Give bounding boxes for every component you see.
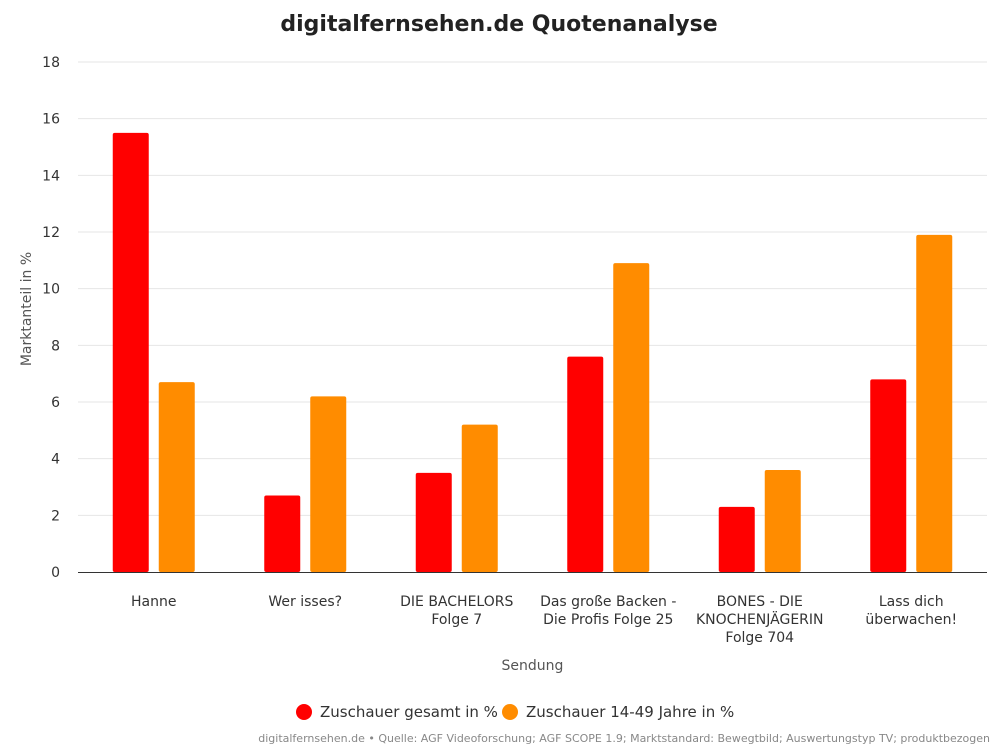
legend-item-gesamt[interactable]: Zuschauer gesamt in % [296, 703, 498, 721]
y-tick-label: 2 [51, 508, 60, 524]
credits-text: digitalfernsehen.de • Quelle: AGF Videof… [258, 732, 990, 745]
x-category-label-line: Folge 704 [725, 630, 794, 646]
y-tick-label: 4 [51, 452, 60, 468]
legend: Zuschauer gesamt in % Zuschauer 14-49 Jah… [296, 703, 734, 721]
legend-item-14-49[interactable]: Zuschauer 14-49 Jahre in % [502, 703, 734, 721]
bar-14-49-4[interactable] [764, 470, 801, 572]
x-category-label-line: Folge 7 [431, 612, 482, 628]
bar-gesamt-3[interactable] [567, 356, 604, 572]
y-tick-label: 6 [51, 395, 60, 411]
bar-14-49-2[interactable] [461, 424, 498, 572]
x-category-label: Lass dich überwachen! [865, 594, 957, 628]
y-tick-label: 14 [42, 168, 60, 184]
x-category-label-line: Wer isses? [268, 594, 342, 610]
bar-gesamt-4[interactable] [718, 506, 755, 572]
x-category-label-line: DIE BACHELORS [400, 594, 513, 610]
y-tick-label: 8 [51, 338, 60, 354]
y-tick-label: 12 [42, 225, 60, 241]
legend-label: Zuschauer gesamt in % [320, 703, 498, 721]
x-category-label-line: Das große Backen - [540, 594, 676, 610]
x-category-label-line: Die Profis Folge 25 [543, 612, 673, 628]
x-category-label-line: KNOCHENJÄGERIN [696, 610, 824, 628]
bars [112, 132, 953, 573]
y-tick-label: 10 [42, 282, 60, 298]
y-axis-tick-labels: 0 2 4 6 8 10 12 14 16 18 [42, 55, 60, 581]
bar-gesamt-5[interactable] [870, 379, 907, 572]
y-tick-label: 18 [42, 55, 60, 71]
legend-swatch [502, 704, 518, 720]
y-tick-label: 0 [51, 565, 60, 581]
bar-gesamt-0[interactable] [112, 132, 149, 573]
x-category-label: Wer isses? [268, 594, 342, 610]
gridlines [78, 61, 987, 516]
x-category-label: Hanne [131, 594, 176, 610]
x-category-label: DIE BACHELORS Folge 7 [400, 594, 513, 628]
x-category-label: Das große Backen - Die Profis Folge 25 [540, 594, 676, 628]
x-category-label-line: überwachen! [865, 612, 957, 628]
bar-14-49-3[interactable] [613, 263, 650, 572]
legend-swatch [296, 704, 312, 720]
x-category-label-line: BONES - DIE [717, 594, 803, 610]
x-category-label-line: Lass dich [879, 594, 944, 610]
x-category-label: BONES - DIE KNOCHENJÄGERIN Folge 704 [696, 594, 824, 646]
x-axis-title: Sendung [502, 658, 564, 674]
bar-14-49-1[interactable] [310, 396, 347, 572]
bar-gesamt-1[interactable] [264, 495, 301, 573]
bar-gesamt-2[interactable] [415, 472, 452, 572]
y-axis-title: Marktanteil in % [19, 252, 35, 366]
x-axis-category-labels: Hanne Wer isses? DIE BACHELORS Folge 7 Das g… [131, 594, 957, 646]
bar-14-49-5[interactable] [916, 234, 953, 573]
legend-label: Zuschauer 14-49 Jahre in % [526, 703, 734, 721]
x-category-label-line: Hanne [131, 594, 176, 610]
chart-title: digitalfernsehen.de Quotenanalyse [280, 12, 717, 37]
bar-14-49-0[interactable] [158, 382, 195, 572]
y-tick-label: 16 [42, 112, 60, 128]
